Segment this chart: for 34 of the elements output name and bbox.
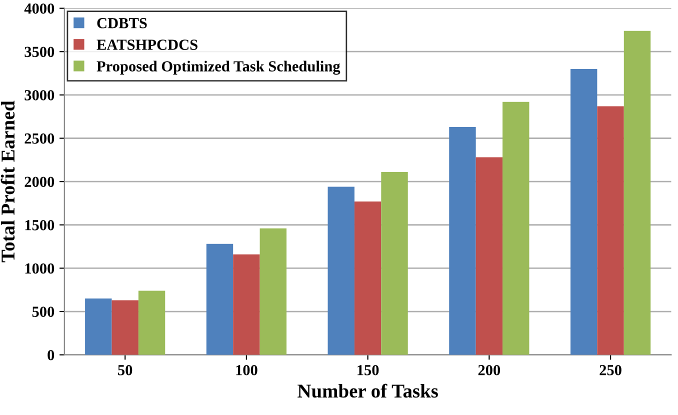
y-tick-label: 1000	[25, 263, 54, 274]
y-tick-label: 1500	[25, 220, 54, 230]
x-tick-label: 250	[600, 364, 622, 376]
y-tick-label: 2500	[24, 133, 54, 144]
y-tick-label: 4000	[24, 3, 54, 14]
bar	[502, 102, 530, 355]
bar	[138, 290, 166, 355]
y-tick-label: 500	[32, 306, 54, 317]
bar	[570, 68, 598, 355]
legend-label: CDBTS	[97, 18, 147, 28]
legend-label: EATSHPCDCS	[96, 40, 198, 50]
x-axis-title: Number of Tasks	[298, 384, 438, 398]
x-tick-label: 200	[478, 364, 500, 376]
y-axis-title: Total Profit Earned	[0, 100, 15, 262]
x-tick-label: 100	[236, 364, 258, 376]
legend-label: Proposed Optimized Task Scheduling	[96, 60, 340, 75]
bar	[328, 186, 354, 355]
bar	[233, 254, 260, 355]
x-tick-label: 150	[358, 364, 379, 376]
bar	[476, 157, 503, 355]
bar	[85, 298, 112, 355]
bar	[206, 244, 234, 355]
y-tick-label: 3500	[24, 46, 54, 58]
bar	[381, 172, 408, 355]
y-tick-label: 3000	[24, 90, 54, 100]
bar	[354, 201, 382, 355]
bar	[597, 106, 624, 355]
bar	[112, 300, 138, 355]
bar	[260, 228, 286, 355]
bar	[449, 126, 476, 355]
y-tick-label: 2000	[24, 176, 54, 188]
bar	[624, 30, 651, 355]
y-tick-label: 0	[48, 350, 54, 360]
x-tick-label: 50	[118, 364, 132, 376]
